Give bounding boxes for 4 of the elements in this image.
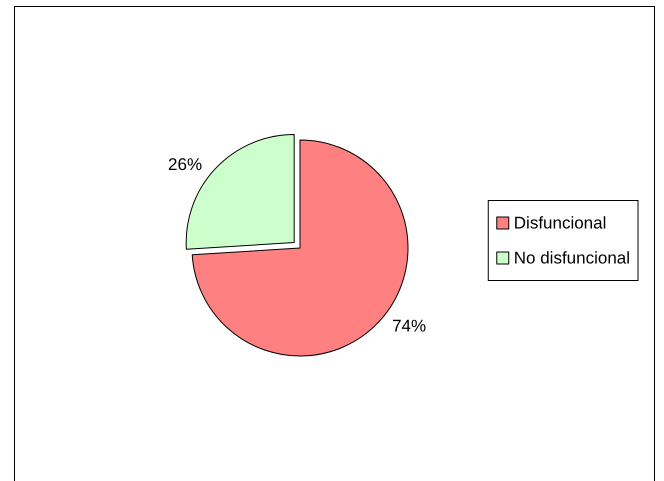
data-label: 74% bbox=[392, 316, 426, 336]
data-label: 26% bbox=[168, 154, 202, 174]
legend-label: No disfuncional bbox=[514, 248, 630, 268]
legend-label: Disfuncional bbox=[514, 214, 606, 232]
